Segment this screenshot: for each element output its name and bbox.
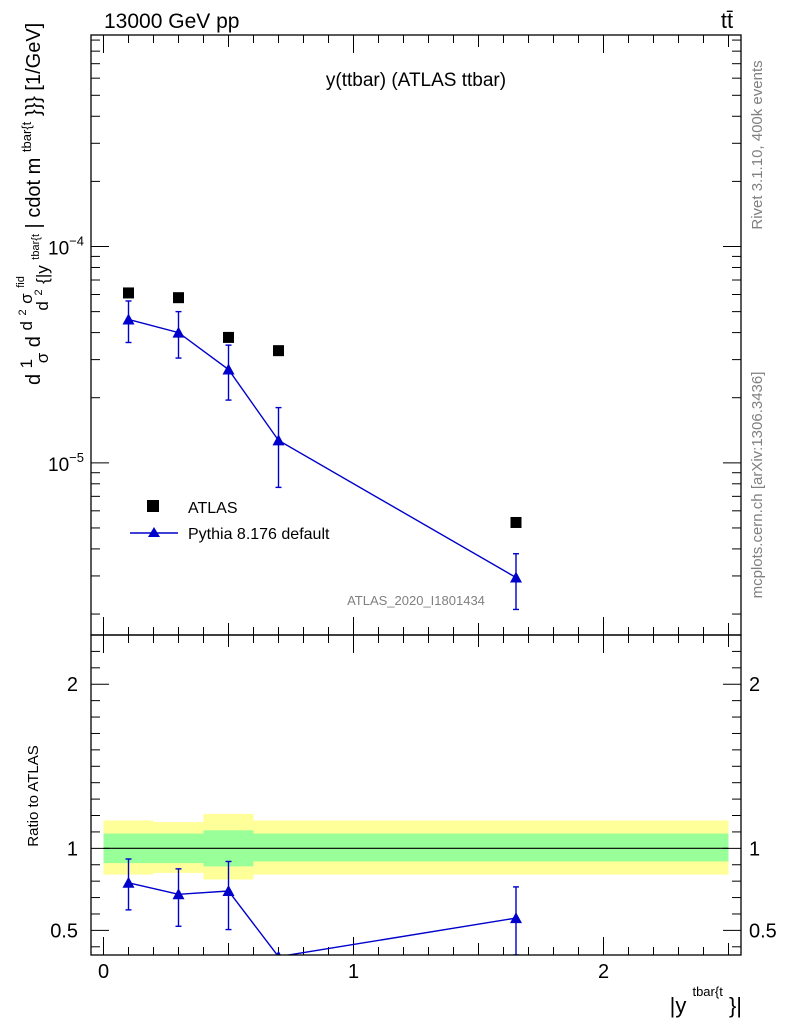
ratio-mc-point bbox=[510, 912, 522, 924]
mc-point bbox=[172, 326, 185, 338]
x-tick-label: 1 bbox=[348, 961, 359, 983]
analysis-watermark: ATLAS_2020_I1801434 bbox=[347, 593, 485, 608]
header-right: tt̄ bbox=[721, 8, 733, 33]
ylabel-fid: fid bbox=[15, 276, 27, 288]
ratio-mc-point bbox=[122, 876, 135, 888]
ylabel-sigma: σ bbox=[33, 352, 52, 363]
ratio-y-tick-label-right: 1 bbox=[749, 838, 760, 860]
main-panel: y(ttbar) (ATLAS ttbar) ATLAS_2020_I18014… bbox=[7, 23, 742, 636]
legend-data-label: ATLAS bbox=[188, 500, 238, 517]
y-tick-base: 10 bbox=[48, 239, 69, 260]
ylabel-brace: {|y bbox=[33, 265, 52, 284]
main-ylabel: d 1 σ d d 2 σ fid d 2 {|y tbar{t | cdot … bbox=[7, 23, 53, 385]
mcplots-label: mcplots.cern.ch [arXiv:1306.3436] bbox=[749, 372, 766, 599]
svg-text:d 1 σ: d 1 σ d d 2 σ fid d 2 {|y tbar{t | cdot … bbox=[7, 23, 53, 385]
y-tick-label: 10−5 bbox=[48, 450, 84, 476]
mc-point bbox=[272, 434, 285, 446]
legend-mc-label: Pythia 8.176 default bbox=[188, 526, 330, 543]
xlabel-base: |y bbox=[670, 993, 687, 1018]
y-tick-exp: −4 bbox=[69, 234, 84, 249]
mc-point bbox=[222, 363, 235, 375]
ratio-y-tick-label: 2 bbox=[67, 674, 78, 696]
header-left: 13000 GeV pp bbox=[104, 10, 239, 33]
ylabel-d: d bbox=[23, 374, 45, 385]
ratio-y-tick-label: 1 bbox=[67, 838, 78, 860]
ylabel-end: }}} [1/GeV] bbox=[23, 23, 45, 116]
xlabel-sup: tbar{t bbox=[692, 984, 723, 999]
x-tick-label: 2 bbox=[598, 961, 609, 983]
legend: ATLAS Pythia 8.176 default bbox=[130, 500, 330, 543]
ratio-y-tick-label-right: 0.5 bbox=[749, 920, 777, 942]
legend-mc-marker bbox=[148, 527, 160, 537]
ratio-mc-point bbox=[276, 950, 281, 955]
y-tick-label: 10−4 bbox=[48, 234, 84, 260]
ratio-y-tick-label: 0.5 bbox=[50, 920, 78, 942]
ylabel-d2: d bbox=[23, 336, 45, 347]
ylabel-sq: 2 bbox=[17, 309, 29, 315]
ratio-ylabel: Ratio to ATLAS bbox=[25, 745, 42, 846]
data-point bbox=[173, 292, 184, 304]
legend-data-marker bbox=[147, 500, 159, 512]
ratio-mc-line bbox=[128, 882, 517, 955]
ylabel-sq2: 2 bbox=[33, 289, 45, 295]
y-tick-base: 10 bbox=[48, 455, 69, 476]
xlabel-end: }| bbox=[729, 993, 742, 1018]
x-tick-label: 0 bbox=[98, 961, 109, 983]
mc-point bbox=[122, 313, 135, 325]
data-point bbox=[510, 516, 522, 528]
ratio-y-tick-label-right: 2 bbox=[749, 674, 760, 696]
ylabel-tbart: tbar{t bbox=[30, 234, 42, 260]
ylabel-tail: | cdot m bbox=[23, 158, 45, 229]
rivet-label: Rivet 3.1.10, 400k events bbox=[749, 60, 766, 229]
ratio-frame bbox=[90, 634, 742, 956]
xlabel: |y tbar{t }| bbox=[670, 976, 742, 1018]
main-frame bbox=[90, 34, 742, 636]
ratio-panel: 0.5 0.5 1 1 2 2 0 1 2 Ratio to ATLAS |y tbar{t }… bbox=[25, 634, 777, 1018]
ylabel-dnum: d bbox=[17, 321, 36, 330]
band-inner bbox=[303, 833, 729, 862]
data-point bbox=[223, 331, 234, 343]
band-inner bbox=[253, 833, 304, 862]
ylabel-dden: d bbox=[33, 301, 52, 310]
ratio-mc-point bbox=[172, 888, 185, 900]
ylabel-tbar2: tbar{t bbox=[19, 121, 34, 152]
y-tick-exp: −5 bbox=[69, 450, 84, 465]
data-point bbox=[123, 287, 134, 299]
plot-title: y(ttbar) (ATLAS ttbar) bbox=[326, 70, 506, 91]
ylabel-sigma2: σ bbox=[17, 293, 36, 304]
ratio-mc-point bbox=[222, 885, 235, 896]
ylabel-one: 1 bbox=[17, 359, 36, 368]
mc-point bbox=[510, 571, 522, 583]
data-point bbox=[273, 345, 284, 357]
